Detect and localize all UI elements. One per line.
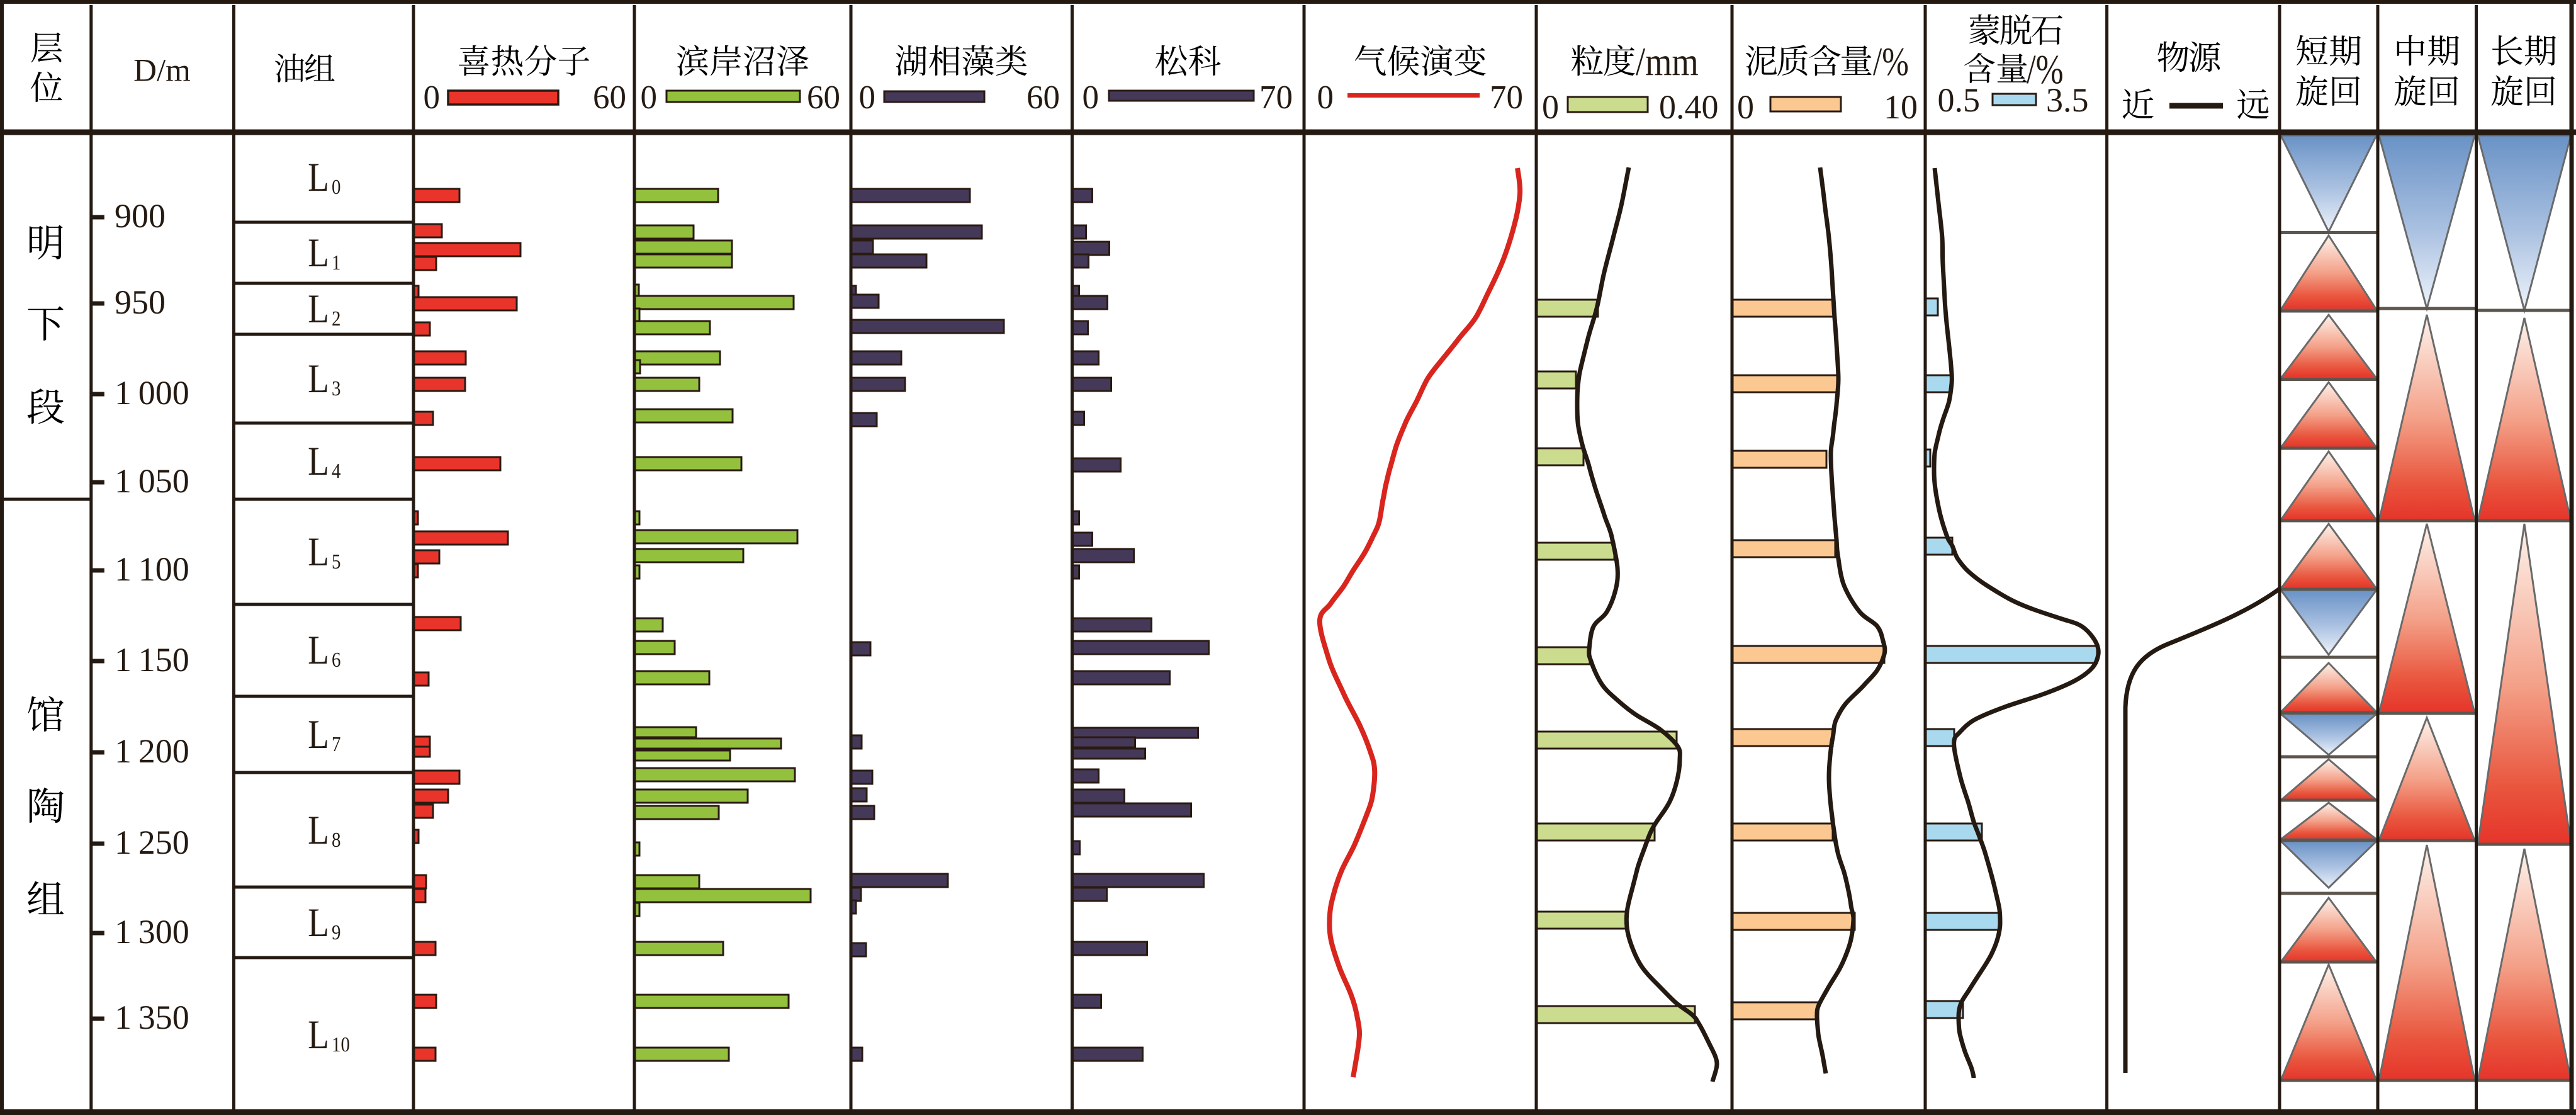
svg-text:1 250: 1 250	[115, 824, 189, 861]
svg-text:0: 0	[1737, 88, 1754, 126]
svg-text:6: 6	[332, 648, 340, 672]
svg-text:10: 10	[332, 1033, 350, 1056]
svg-text:0: 0	[332, 175, 340, 199]
svg-text:2: 2	[332, 307, 340, 331]
svg-text:L: L	[308, 286, 329, 332]
svg-text:3: 3	[332, 376, 340, 400]
svg-text:10: 10	[1884, 88, 1918, 126]
svg-text:L: L	[308, 628, 329, 673]
svg-text:/%: /%	[2027, 46, 2064, 92]
svg-text:1 200: 1 200	[115, 732, 189, 770]
svg-text:1 300: 1 300	[115, 913, 189, 951]
svg-text:0: 0	[1317, 79, 1334, 116]
svg-text:L: L	[308, 1012, 329, 1058]
svg-text:1: 1	[332, 251, 340, 275]
svg-text:70: 70	[1259, 79, 1293, 116]
svg-text:900: 900	[115, 197, 166, 235]
svg-text:950: 950	[115, 283, 166, 321]
svg-text:L: L	[308, 712, 329, 757]
svg-text:5: 5	[332, 550, 340, 574]
svg-text:0: 0	[1542, 88, 1559, 126]
svg-text:0: 0	[1083, 79, 1100, 116]
svg-text:0: 0	[641, 79, 658, 116]
svg-text:/mm: /mm	[1636, 39, 1699, 84]
svg-text:L: L	[308, 439, 329, 484]
svg-text:7: 7	[332, 732, 340, 756]
svg-text:D/m: D/m	[133, 54, 191, 89]
svg-text:L: L	[308, 230, 329, 276]
svg-text:1 000: 1 000	[115, 374, 189, 412]
svg-text:0.40: 0.40	[1659, 88, 1719, 126]
svg-text:4: 4	[332, 459, 341, 483]
svg-text:8: 8	[332, 828, 340, 852]
svg-text:9: 9	[332, 920, 340, 944]
svg-text:L: L	[308, 808, 329, 853]
svg-text:0.5: 0.5	[1938, 81, 1981, 119]
svg-text:1 050: 1 050	[115, 462, 189, 500]
svg-text:0: 0	[859, 79, 876, 116]
svg-text:1 100: 1 100	[115, 550, 189, 588]
svg-text:/%: /%	[1873, 39, 1909, 84]
svg-text:L: L	[308, 155, 329, 200]
svg-text:60: 60	[807, 79, 840, 116]
svg-text:1 150: 1 150	[115, 641, 189, 679]
svg-text:L: L	[308, 900, 329, 946]
svg-text:3.5: 3.5	[2046, 81, 2089, 119]
svg-text:60: 60	[1026, 79, 1060, 116]
svg-text:60: 60	[593, 79, 626, 116]
svg-text:L: L	[308, 356, 329, 402]
svg-text:70: 70	[1490, 79, 1523, 116]
svg-text:0: 0	[424, 79, 441, 116]
svg-text:L: L	[308, 529, 329, 575]
svg-text:1 350: 1 350	[115, 999, 189, 1036]
